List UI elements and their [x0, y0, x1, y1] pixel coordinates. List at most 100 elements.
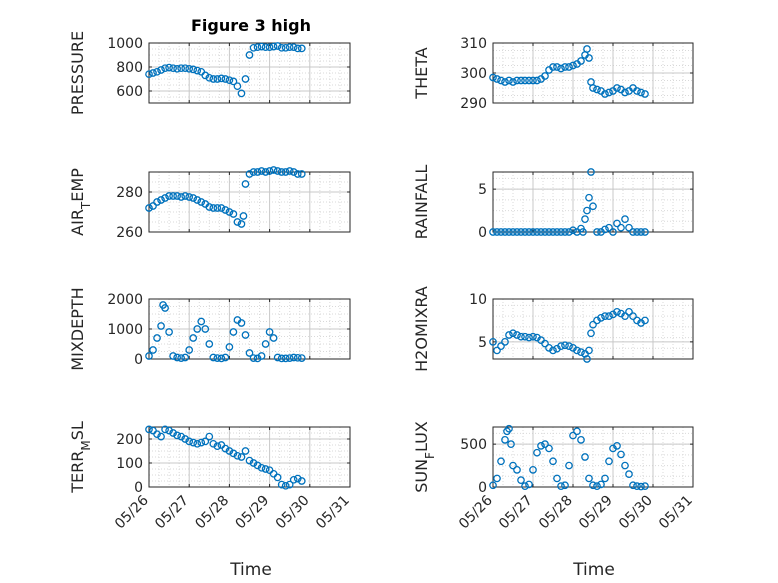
data-point — [237, 89, 246, 98]
data-point — [601, 312, 609, 320]
data-point — [297, 477, 306, 485]
data-point — [553, 63, 561, 71]
subplot-7: 0 100 200 05/26 05/27 05/28 05/29 05/30 05/31 TER… — [68, 421, 353, 532]
data-point — [637, 88, 645, 97]
data-point — [277, 480, 286, 489]
data-point — [541, 228, 549, 236]
data-point — [169, 429, 177, 437]
data-point — [253, 354, 262, 363]
y-tick-label: 0 — [134, 480, 143, 496]
y-tick-label: 5 — [478, 182, 487, 198]
data-point — [157, 196, 165, 204]
data-point — [521, 332, 529, 341]
data-point — [285, 167, 294, 175]
data-point — [573, 427, 581, 436]
data-point — [549, 63, 557, 71]
data-point — [173, 64, 181, 73]
data-point — [193, 439, 202, 448]
data-point — [569, 431, 577, 440]
data-point — [625, 470, 633, 478]
data-point — [577, 57, 585, 65]
data-point — [245, 51, 254, 59]
data-point — [197, 438, 206, 447]
data-point — [185, 346, 194, 354]
data-point — [261, 168, 270, 176]
data-point — [629, 228, 637, 236]
y-axis-label-subscript: M — [79, 440, 93, 450]
data-point — [193, 325, 202, 333]
data-point — [213, 442, 222, 451]
data-point — [637, 228, 645, 236]
data-point — [593, 482, 601, 490]
data-point — [597, 314, 605, 322]
data-point — [145, 352, 153, 360]
data-point — [583, 206, 591, 215]
data-point — [153, 334, 161, 342]
x-tick-label: 05/26 — [456, 492, 496, 532]
y-tick-label: 280 — [116, 185, 143, 201]
data-point — [273, 167, 282, 175]
y-axis-label-rest: EMP — [68, 168, 87, 202]
y-axis-label: MIXDEPTH — [68, 287, 87, 370]
data-point — [621, 215, 629, 223]
data-point — [281, 43, 290, 52]
data-point — [529, 466, 537, 474]
y-axis-label-main: SUN — [412, 459, 431, 493]
data-point — [153, 67, 161, 76]
data-point — [621, 461, 629, 470]
data-point — [497, 342, 505, 350]
data-point — [257, 42, 266, 51]
data-point — [213, 204, 222, 212]
data-point — [165, 192, 173, 200]
data-point — [525, 76, 533, 85]
data-point — [501, 436, 509, 444]
data-point — [513, 331, 521, 339]
data-point — [583, 45, 591, 53]
data-point — [253, 43, 262, 52]
data-point — [205, 73, 214, 82]
data-point — [189, 194, 198, 202]
data-point — [557, 342, 565, 350]
data-point — [145, 425, 153, 434]
data-point — [569, 226, 577, 235]
data-point — [589, 320, 597, 329]
axes-box — [148, 171, 351, 233]
data-point — [225, 447, 234, 455]
data-point — [509, 228, 517, 236]
subplot-5: 0 1000 2000 MIXDEPTH — [68, 287, 351, 371]
data-point — [561, 481, 569, 490]
data-point — [233, 218, 242, 226]
data-point — [229, 449, 238, 458]
data-point — [521, 482, 529, 490]
y-tick-label: 1000 — [107, 36, 143, 52]
data-point — [517, 76, 525, 85]
x-tick-label: 05/31 — [656, 493, 696, 533]
data-point — [197, 198, 206, 206]
x-tick-label: 05/27 — [152, 493, 192, 533]
data-point — [181, 64, 190, 73]
data-point — [517, 228, 525, 236]
data-point — [587, 329, 595, 338]
data-point — [201, 71, 210, 80]
data-point — [269, 166, 278, 174]
data-point — [537, 442, 545, 450]
data-point — [289, 43, 298, 52]
axes-box — [492, 171, 694, 233]
data-point — [185, 64, 194, 73]
data-point — [245, 456, 254, 465]
data-point — [281, 354, 290, 363]
data-point — [161, 425, 169, 434]
x-tick-label: 05/28 — [192, 493, 232, 533]
data-point — [587, 168, 595, 176]
data-point — [221, 444, 230, 453]
data-point — [177, 193, 186, 201]
data-point — [633, 228, 641, 236]
data-point — [553, 474, 561, 483]
x-tick-label: 05/27 — [496, 493, 536, 533]
data-point — [573, 346, 581, 355]
data-point — [617, 223, 625, 232]
data-point — [181, 192, 190, 200]
data-point — [561, 228, 569, 236]
data-point — [641, 228, 649, 236]
